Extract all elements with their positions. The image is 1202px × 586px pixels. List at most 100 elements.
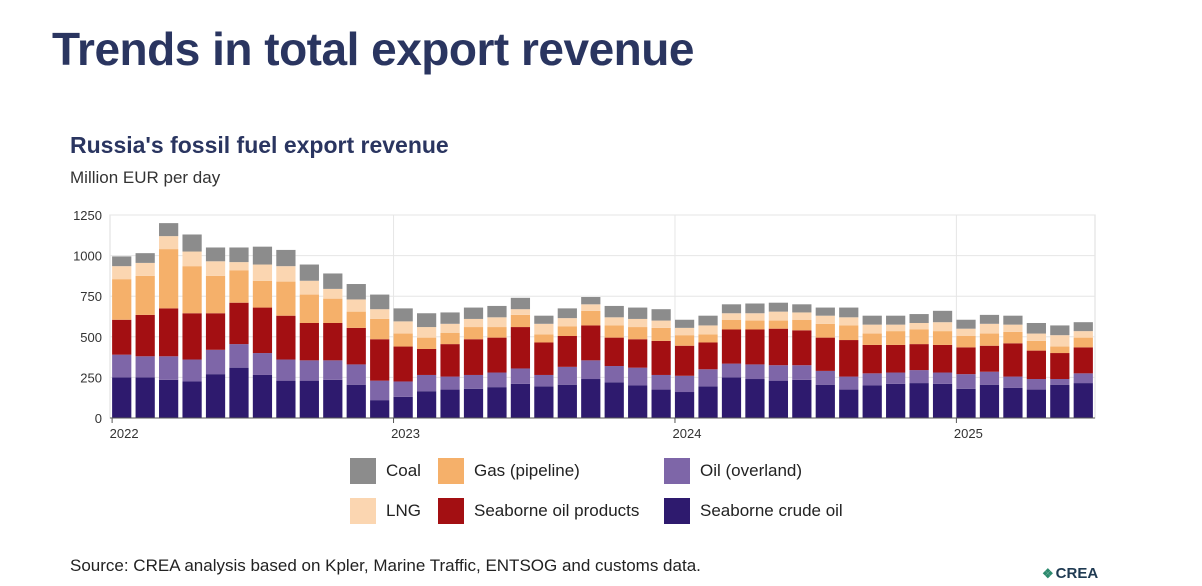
bar-segment-oil-overland xyxy=(886,372,906,384)
bar-segment-oil-overland xyxy=(252,353,273,375)
legend-item-lng: LNG xyxy=(350,498,421,524)
legend-swatch-seaborne-oil-products xyxy=(438,498,464,524)
legend-item-seaborne-oil-products: Seaborne oil products xyxy=(438,498,639,524)
bar-segment-gas-pipeline xyxy=(229,270,249,303)
bar-segment-coal xyxy=(229,247,249,263)
bar-segment-seaborne-oil-products xyxy=(299,322,319,361)
bar-segment-seaborne-oil-products xyxy=(1073,347,1093,374)
bar-segment-coal xyxy=(909,314,929,323)
bar-segment-seaborne-crude-oil xyxy=(1003,387,1023,418)
bar-segment-oil-overland xyxy=(299,360,319,381)
bar-segment-seaborne-oil-products xyxy=(674,345,695,376)
bar-segment-lng xyxy=(651,320,671,328)
bar-segment-coal xyxy=(674,319,695,328)
bar-segment-seaborne-crude-oil xyxy=(651,389,671,418)
bar-segment-coal xyxy=(768,302,789,312)
bar-segment-seaborne-oil-products xyxy=(745,329,765,365)
bar-segment-lng xyxy=(299,280,319,295)
bar-segment-seaborne-crude-oil xyxy=(346,384,366,418)
bar-segment-seaborne-crude-oil xyxy=(674,392,695,418)
legend-swatch-gas-pipeline xyxy=(438,458,464,484)
bar-segment-coal xyxy=(932,310,953,323)
bar-segment-oil-overland xyxy=(323,360,343,380)
bar-segment-seaborne-crude-oil xyxy=(276,380,296,418)
bar-segment-coal xyxy=(792,304,812,313)
bar-segment-seaborne-crude-oil xyxy=(1073,383,1093,418)
bar-segment-oil-overland xyxy=(1073,373,1093,384)
bar-segment-seaborne-crude-oil xyxy=(839,389,859,418)
bar-segment-oil-overland xyxy=(698,369,718,387)
bar-segment-gas-pipeline xyxy=(1026,340,1046,351)
bar-segment-seaborne-crude-oil xyxy=(323,379,343,418)
bar-segment-seaborne-crude-oil xyxy=(229,367,249,418)
bar-segment-seaborne-crude-oil xyxy=(416,391,437,418)
bar-segment-gas-pipeline xyxy=(416,337,437,349)
bar-segment-oil-overland xyxy=(487,372,507,388)
bar-segment-gas-pipeline xyxy=(557,326,577,336)
bar-segment-seaborne-oil-products xyxy=(182,313,202,360)
bar-segment-lng xyxy=(1003,324,1023,332)
bar-segment-coal xyxy=(370,294,390,310)
legend-label-oil-overland: Oil (overland) xyxy=(700,461,803,480)
bar-segment-lng xyxy=(721,313,742,320)
bar-segment-coal xyxy=(534,315,554,324)
bar-segment-lng xyxy=(135,262,155,276)
bar-segment-seaborne-crude-oil xyxy=(182,381,202,418)
bar-segment-seaborne-oil-products xyxy=(932,344,953,373)
bar-segment-seaborne-oil-products xyxy=(581,325,601,361)
bar-segment-gas-pipeline xyxy=(1050,346,1070,354)
bar-segment-gas-pipeline xyxy=(909,329,929,345)
bar-segment-seaborne-crude-oil xyxy=(909,383,929,418)
bar-segment-coal xyxy=(135,253,155,263)
chart-subtitle: Million EUR per day xyxy=(70,168,221,187)
axis-layer: 0 250 500 750 1000 1250 2022 2023 2024 2025 xyxy=(73,208,1095,441)
bar-segment-seaborne-oil-products xyxy=(557,335,577,367)
bar-segment-lng xyxy=(463,318,484,328)
bar-segment-lng xyxy=(1073,331,1093,338)
legend-item-oil-overland: Oil (overland) xyxy=(664,458,802,484)
bar-segment-gas-pipeline xyxy=(956,335,976,348)
bar-segment-oil-overland xyxy=(557,366,577,385)
bar-segment-lng xyxy=(510,309,531,315)
bar-segment-seaborne-oil-products xyxy=(393,346,413,382)
bar-segment-gas-pipeline xyxy=(135,275,155,315)
bar-segment-seaborne-oil-products xyxy=(276,315,296,360)
bar-segment-coal xyxy=(839,307,859,318)
x-tick-label: 2025 xyxy=(954,426,983,441)
bar-segment-seaborne-crude-oil xyxy=(463,388,484,418)
bar-segment-gas-pipeline xyxy=(1003,331,1023,344)
bar-segment-seaborne-oil-products xyxy=(768,328,789,366)
bar-segment-seaborne-crude-oil xyxy=(370,400,390,418)
bar-segment-oil-overland xyxy=(604,366,624,383)
bar-segment-seaborne-crude-oil xyxy=(979,384,1000,418)
bar-segment-gas-pipeline xyxy=(628,327,648,340)
bar-segment-coal xyxy=(393,308,413,322)
legend-item-coal: Coal xyxy=(350,458,421,484)
bar-segment-lng xyxy=(205,261,226,276)
y-tick-label: 1000 xyxy=(73,249,102,264)
bar-segment-seaborne-oil-products xyxy=(628,339,648,368)
bar-segment-oil-overland xyxy=(159,356,179,380)
bar-segment-seaborne-oil-products xyxy=(909,344,929,371)
bar-segment-seaborne-crude-oil xyxy=(1026,389,1046,418)
y-tick-label: 1250 xyxy=(73,208,102,223)
bar-segment-seaborne-oil-products xyxy=(135,314,155,357)
x-tick-label: 2023 xyxy=(391,426,420,441)
bar-segment-seaborne-oil-products xyxy=(604,337,624,367)
bar-segment-seaborne-oil-products xyxy=(815,337,835,371)
bar-segment-oil-overland xyxy=(534,374,554,387)
bar-segment-gas-pipeline xyxy=(886,331,906,345)
y-tick-label: 500 xyxy=(80,330,102,345)
bar-segment-lng xyxy=(815,315,835,324)
bar-segment-oil-overland xyxy=(721,363,742,378)
bar-segment-lng xyxy=(909,322,929,330)
bar-segment-lng xyxy=(839,317,859,326)
page-title: Trends in total export revenue xyxy=(52,23,694,75)
bar-segment-lng xyxy=(698,325,718,335)
bar-segment-coal xyxy=(510,297,531,310)
bar-segment-seaborne-crude-oil xyxy=(112,377,132,418)
bar-segment-gas-pipeline xyxy=(932,331,953,345)
bar-segment-oil-overland xyxy=(276,359,296,381)
bar-segment-seaborne-oil-products xyxy=(463,339,484,375)
bar-segment-oil-overland xyxy=(393,381,413,397)
